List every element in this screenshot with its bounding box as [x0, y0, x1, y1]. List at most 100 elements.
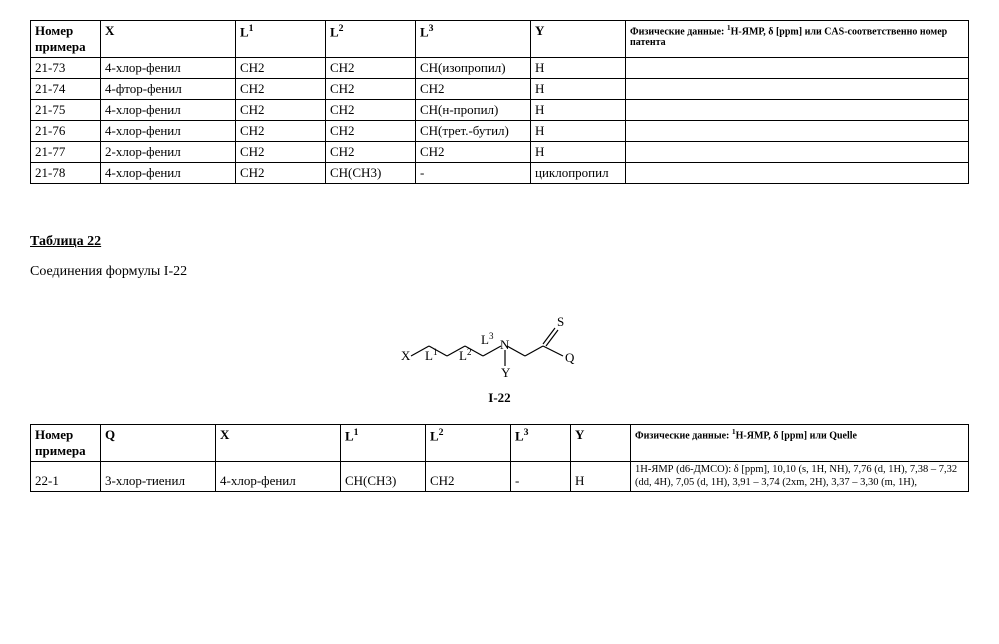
- cell-l2: CH2: [326, 142, 416, 163]
- cell-l1: CH2: [236, 58, 326, 79]
- cell-phys: [626, 79, 969, 100]
- col-phys-prefix: Физические данные:: [635, 430, 732, 441]
- col-q: Q: [101, 425, 216, 462]
- table-row: 21-75 4-хлор-фенил CH2 CH2 CH(н-пропил) …: [31, 100, 969, 121]
- col-x-label: X: [220, 427, 229, 442]
- cell-no: 21-75: [31, 100, 101, 121]
- cell-phys: 1Н-ЯМР (d6-ДМСО): δ [ppm], 10,10 (s, 1H,…: [631, 462, 969, 492]
- cell-no: 21-76: [31, 121, 101, 142]
- col-phys: Физические данные: 1Н-ЯМР, δ [ppm] или Q…: [631, 425, 969, 462]
- cell-phys: [626, 163, 969, 184]
- cell-l2: CH2: [326, 79, 416, 100]
- col-l2-label: L: [430, 428, 439, 443]
- svg-text:L1: L1: [425, 347, 437, 363]
- cell-l3: -: [416, 163, 531, 184]
- section-22-title: Таблица 22: [30, 234, 969, 250]
- col-phys-prefix: Физические данные:: [630, 26, 727, 37]
- atom-q: Q: [565, 350, 575, 365]
- col-y-label: Y: [575, 427, 584, 442]
- svg-text:L2: L2: [459, 347, 471, 363]
- cell-x: 2-хлор-фенил: [101, 142, 236, 163]
- col-example-no: Номер примера: [31, 21, 101, 58]
- col-l1-label: L: [345, 428, 354, 443]
- col-l3: L3: [511, 425, 571, 462]
- atom-l3-sup: 3: [488, 331, 493, 341]
- col-x-label: X: [105, 23, 114, 38]
- cell-y: циклопропил: [531, 163, 626, 184]
- cell-l1: CH2: [236, 79, 326, 100]
- cell-x: 4-хлор-фенил: [101, 58, 236, 79]
- chemical-structure-icon: X L1 L2 L3 N Y S Q: [395, 310, 605, 380]
- col-phys: Физические данные: 1Н-ЯМР, δ [ppm] или C…: [626, 21, 969, 58]
- table-row: 21-73 4-хлор-фенил CH2 CH2 CH(изопропил)…: [31, 58, 969, 79]
- cell-l2: CH2: [426, 462, 511, 492]
- atom-y: Y: [501, 365, 511, 380]
- cell-l3: CH2: [416, 142, 531, 163]
- col-phys-rest: Н-ЯМР, δ [ppm] или Quelle: [736, 430, 857, 441]
- table-21-header-row: Номер примера X L1 L2 L3 Y Физические да…: [31, 21, 969, 58]
- table-21: Номер примера X L1 L2 L3 Y Физические да…: [30, 20, 969, 184]
- cell-x: 4-хлор-фенил: [216, 462, 341, 492]
- cell-y: H: [531, 100, 626, 121]
- col-l1: L1: [236, 21, 326, 58]
- table-22: Номер примера Q X L1 L2 L3 Y Физические …: [30, 424, 969, 492]
- table-row: 22-1 3-хлор-тиенил 4-хлор-фенил CH(CH3) …: [31, 462, 969, 492]
- table-row: 21-76 4-хлор-фенил CH2 CH2 CH(трет.-бути…: [31, 121, 969, 142]
- col-l3-label: L: [420, 24, 429, 39]
- cell-l3: CH(трет.-бутил): [416, 121, 531, 142]
- col-x: X: [216, 425, 341, 462]
- section-22-subtitle: Соединения формулы I-22: [30, 264, 969, 280]
- col-y: Y: [571, 425, 631, 462]
- col-l3-sup: 3: [429, 23, 434, 34]
- cell-y: H: [531, 121, 626, 142]
- cell-no: 21-74: [31, 79, 101, 100]
- col-y-label: Y: [535, 23, 544, 38]
- col-l3: L3: [416, 21, 531, 58]
- atom-s: S: [557, 314, 564, 329]
- cell-phys: [626, 58, 969, 79]
- col-example-no-label: Номер примера: [35, 23, 86, 54]
- cell-y: H: [531, 79, 626, 100]
- atom-l3: L: [481, 332, 489, 347]
- cell-l2: CH2: [326, 121, 416, 142]
- col-example-no: Номер примера: [31, 425, 101, 462]
- cell-phys: [626, 142, 969, 163]
- cell-l2: CH2: [326, 58, 416, 79]
- cell-y: H: [531, 142, 626, 163]
- col-example-no-label: Номер примера: [35, 427, 86, 458]
- cell-l1: CH2: [236, 100, 326, 121]
- atom-x: X: [401, 348, 411, 363]
- table-row: 21-77 2-хлор-фенил CH2 CH2 CH2 H: [31, 142, 969, 163]
- cell-l1: CH(CH3): [341, 462, 426, 492]
- atom-l2: L: [459, 348, 467, 363]
- cell-no: 22-1: [31, 462, 101, 492]
- col-l2: L2: [426, 425, 511, 462]
- col-l1-sup: 1: [249, 23, 254, 34]
- formula-i22-label: I-22: [30, 390, 969, 406]
- cell-l3: -: [511, 462, 571, 492]
- cell-x: 4-хлор-фенил: [101, 100, 236, 121]
- svg-text:L3: L3: [481, 331, 494, 347]
- col-l3-sup: 3: [524, 427, 529, 438]
- table-22-header-row: Номер примера Q X L1 L2 L3 Y Физические …: [31, 425, 969, 462]
- cell-x: 4-фтор-фенил: [101, 79, 236, 100]
- cell-l2: CH2: [326, 100, 416, 121]
- cell-l2: CH(CH3): [326, 163, 416, 184]
- cell-x: 4-хлор-фенил: [101, 163, 236, 184]
- cell-y: H: [571, 462, 631, 492]
- atom-l1: L: [425, 348, 433, 363]
- cell-l1: CH2: [236, 163, 326, 184]
- atom-n: N: [500, 337, 510, 352]
- cell-l1: CH2: [236, 121, 326, 142]
- col-l2: L2: [326, 21, 416, 58]
- cell-l3: CH2: [416, 79, 531, 100]
- col-y: Y: [531, 21, 626, 58]
- col-l2-sup: 2: [339, 23, 344, 34]
- col-l1-sup: 1: [354, 427, 359, 438]
- cell-no: 21-78: [31, 163, 101, 184]
- col-x: X: [101, 21, 236, 58]
- cell-x: 4-хлор-фенил: [101, 121, 236, 142]
- col-l1-label: L: [240, 24, 249, 39]
- col-l3-label: L: [515, 428, 524, 443]
- formula-i22: X L1 L2 L3 N Y S Q: [30, 310, 969, 384]
